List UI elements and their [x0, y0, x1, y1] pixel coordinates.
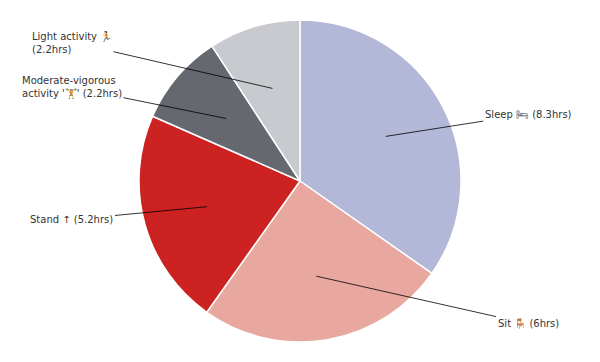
svg-text:Light activity 🏃(2.2hrs): Light activity 🏃(2.2hrs) — [32, 30, 112, 55]
svg-text:Sleep 🛏 (8.3hrs): Sleep 🛏 (8.3hrs) — [485, 109, 572, 120]
svg-text:Sit 🪑 (6hrs): Sit 🪑 (6hrs) — [498, 317, 559, 330]
svg-text:Moderate-vigorousactivity '🏋': Moderate-vigorousactivity '🏋' (2.2hrs) — [22, 75, 122, 100]
svg-text:Stand ↑ (5.2hrs): Stand ↑ (5.2hrs) — [30, 214, 113, 225]
